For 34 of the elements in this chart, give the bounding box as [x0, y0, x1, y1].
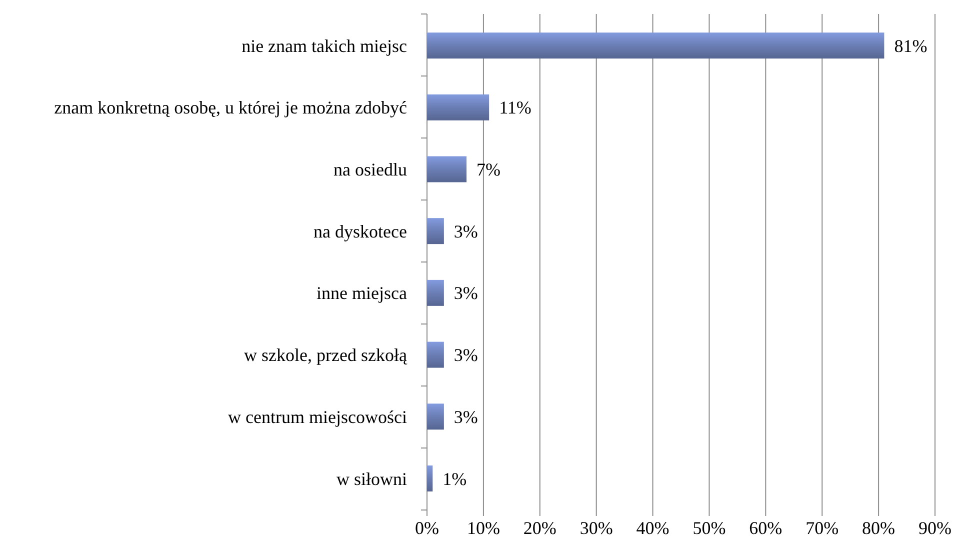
y-tick-label: w szkole, przed szkołą [244, 345, 408, 366]
data-label: 7% [476, 160, 501, 180]
x-tick-label: 20% [523, 518, 556, 538]
data-label: 3% [454, 221, 478, 242]
x-tick-label: 90% [918, 518, 952, 538]
bar [427, 32, 884, 59]
y-tick-label: znam konkretną osobę, u której je można zdobyć [54, 98, 407, 118]
x-tick-label: 0% [415, 518, 439, 538]
data-label: 3% [454, 406, 478, 427]
y-tick-label: w centrum miejscowości [228, 406, 407, 427]
y-tick-label: nie znam takich miejsc [242, 36, 408, 56]
bar [427, 465, 433, 492]
x-tick-label: 50% [692, 518, 726, 538]
x-tick-label: 80% [862, 518, 896, 538]
bar [427, 404, 444, 430]
x-tick-label: 30% [580, 518, 613, 538]
bar [427, 94, 490, 120]
x-tick-label: 70% [806, 518, 839, 538]
data-label: 11% [499, 98, 532, 118]
data-label: 1% [442, 468, 467, 489]
data-label: 3% [454, 283, 478, 304]
x-tick-label: 60% [749, 518, 782, 538]
x-tick-label: 10% [466, 518, 500, 538]
y-tick-label: na dyskotece [314, 221, 408, 242]
y-tick-label: na osiedlu [334, 160, 407, 180]
x-tick-label: 40% [636, 518, 670, 538]
bar [427, 156, 467, 182]
data-label: 81% [894, 36, 928, 56]
bar [427, 342, 444, 368]
y-tick-label: inne miejsca [316, 283, 408, 304]
data-label: 3% [454, 345, 478, 366]
y-tick-label: w siłowni [336, 468, 407, 489]
bar [427, 280, 444, 306]
bar [427, 218, 444, 244]
